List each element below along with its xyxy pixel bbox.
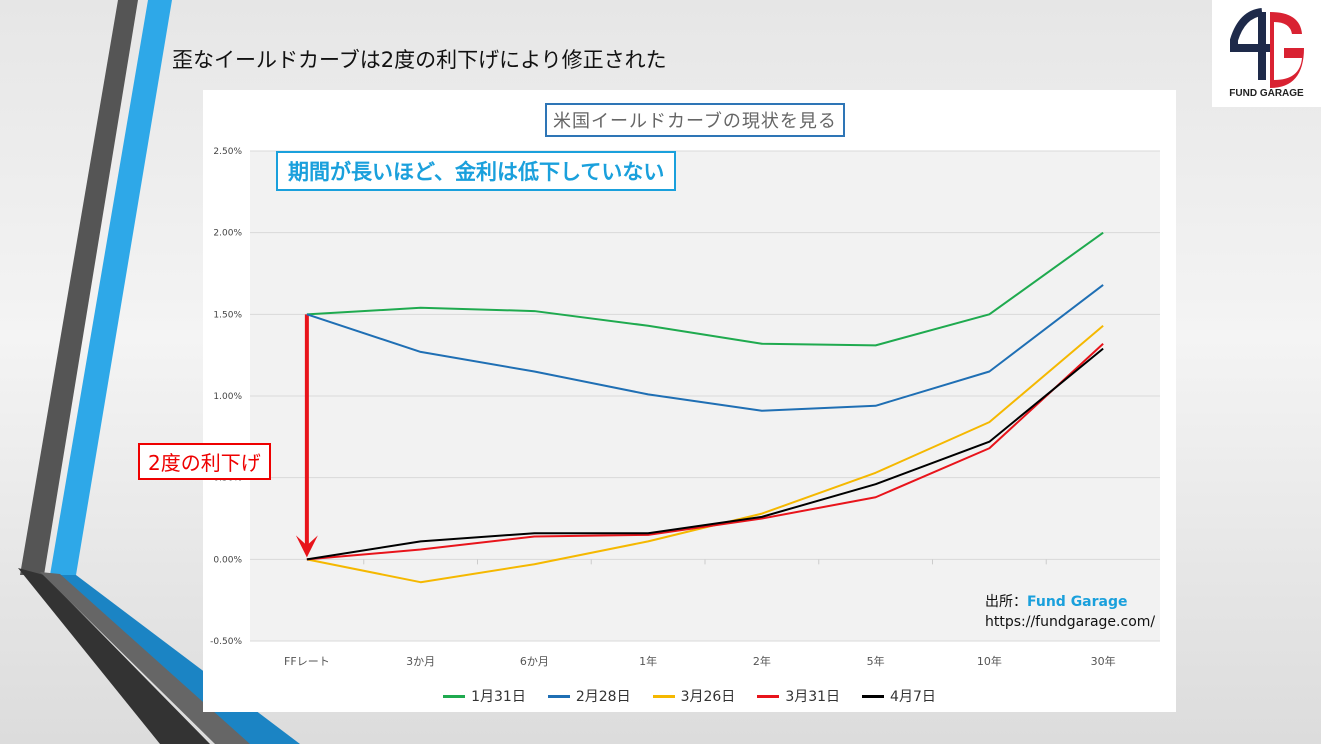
y-tick-label: 2.50% <box>213 147 242 157</box>
legend-label: 2月28日 <box>575 689 631 705</box>
series-line <box>306 284 1104 412</box>
fg-logo-icon <box>1230 8 1304 88</box>
y-tick-label: 0.00% <box>213 555 242 565</box>
legend-item: 3月31日 <box>757 686 840 706</box>
x-tick-label: 6か月 <box>520 655 549 668</box>
legend-swatch <box>652 694 675 698</box>
callout-annotation: 期間が長いほど、金利は低下していない <box>276 151 677 191</box>
yield-curve-chart: -0.50%0.00%0.50%1.00%1.50%2.00%2.50%FFレー… <box>210 147 1160 668</box>
legend-swatch <box>443 694 466 698</box>
y-tick-label: 1.50% <box>213 310 242 320</box>
x-tick-label: 1年 <box>639 654 657 668</box>
arrow-head-icon <box>295 535 318 558</box>
source-note: 出所：Fund Garage https://fundgarage.com/ <box>985 592 1155 632</box>
x-tick-label: 10年 <box>977 654 1002 668</box>
legend-label: 3月31日 <box>785 689 841 705</box>
legend-label: 4月7日 <box>890 689 936 705</box>
x-tick-label: 5年 <box>867 654 885 668</box>
chart-title: 米国イールドカーブの現状を見る <box>545 103 845 137</box>
x-tick-label: 2年 <box>753 654 771 668</box>
legend-item: 1月31日 <box>443 686 526 706</box>
legend-item: 2月28日 <box>547 686 631 706</box>
source-prefix: 出所： <box>985 594 1027 610</box>
fund-garage-logo: FUND GARAGE <box>1212 0 1321 107</box>
logo-text: FUND GARAGE <box>1229 88 1304 99</box>
chart-legend: 1月31日 2月28日 3月26日 3月31日 4月7日 <box>203 686 1176 706</box>
legend-swatch <box>862 694 885 698</box>
series-line <box>306 231 1104 347</box>
series-line <box>306 342 1104 561</box>
slide-title: 歪なイールドカーブは2度の利下げにより修正された <box>172 48 667 72</box>
legend-swatch <box>547 694 570 698</box>
x-tick-label: FFレート <box>284 655 330 668</box>
series-line <box>306 347 1104 561</box>
legend-item: 3月26日 <box>652 686 736 706</box>
x-tick-label: 30年 <box>1091 654 1116 668</box>
y-tick-label: -0.50% <box>210 637 242 647</box>
source-url[interactable]: https://fundgarage.com/ <box>985 614 1156 630</box>
y-tick-label: 1.00% <box>213 392 242 402</box>
chart-container: -0.50%0.00%0.50%1.00%1.50%2.00%2.50%FFレー… <box>203 90 1176 712</box>
legend-label: 3月26日 <box>680 689 736 705</box>
source-brand: Fund Garage <box>1027 594 1128 610</box>
x-tick-label: 3か月 <box>406 655 435 668</box>
legend-item: 4月7日 <box>862 686 936 706</box>
legend-swatch <box>757 694 780 698</box>
y-tick-label: 2.00% <box>213 229 242 239</box>
rate-cut-label: 2度の利下げ <box>138 443 271 480</box>
legend-label: 1月31日 <box>471 689 526 705</box>
